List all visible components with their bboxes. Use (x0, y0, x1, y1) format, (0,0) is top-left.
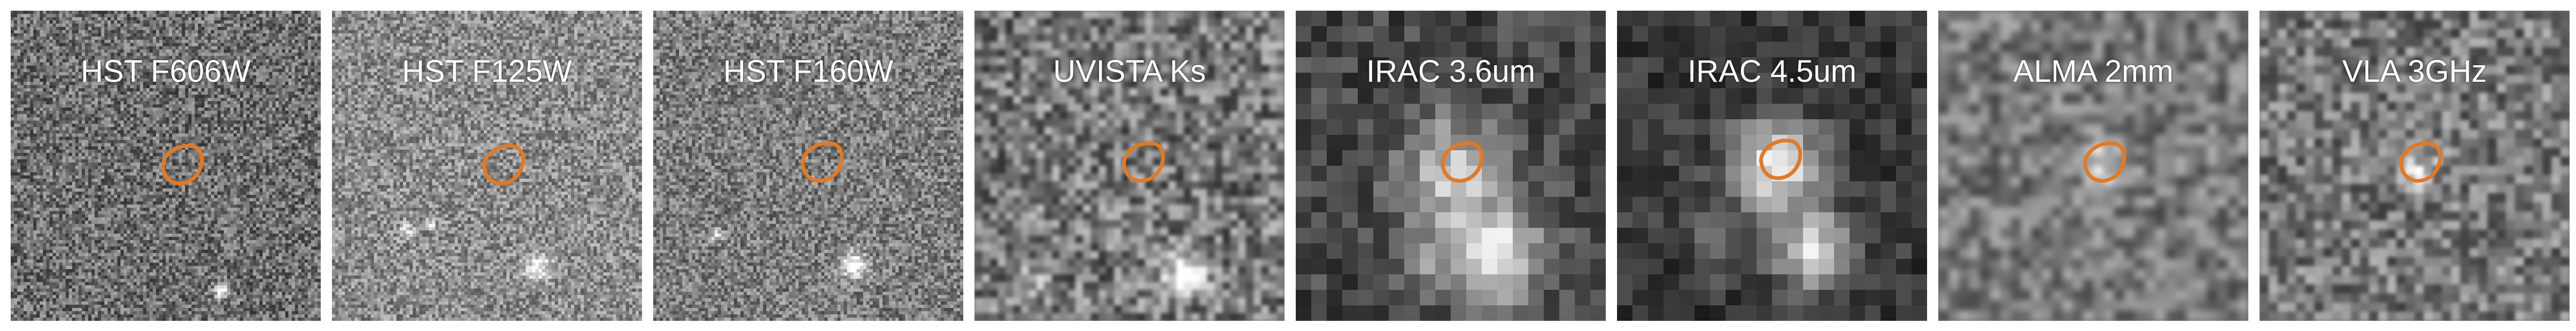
panel-label: IRAC 3.6um (1296, 53, 1606, 89)
panel-hst-f160w: HST F160W (653, 11, 963, 321)
source-contour (1122, 141, 1165, 183)
panel-irac-36: IRAC 3.6um (1296, 11, 1606, 321)
vla-3ghz-image (2260, 11, 2570, 321)
hst-f125w-image (332, 11, 642, 321)
irac-36-image (1296, 11, 1606, 321)
panel-label: ALMA 2mm (1938, 53, 2248, 89)
source-contour-overlay (1122, 141, 1165, 183)
hst-f606w-image (11, 11, 321, 321)
source-contour (482, 144, 525, 186)
source-contour-overlay (2399, 141, 2442, 183)
source-contour (161, 144, 204, 186)
panel-vla-3ghz: VLA 3GHz (2260, 11, 2570, 321)
alma-2mm-image (1938, 11, 2248, 321)
source-contour-overlay (2083, 141, 2126, 183)
uvista-ks-image (974, 11, 1285, 321)
source-contour (1441, 141, 1484, 183)
source-contour (2399, 141, 2442, 183)
source-contour-overlay (801, 141, 844, 183)
panel-label: HST F606W (11, 53, 321, 89)
hst-f160w-image (653, 11, 963, 321)
panel-label: HST F125W (332, 53, 642, 89)
panel-label: HST F160W (653, 53, 963, 89)
panel-label: IRAC 4.5um (1617, 53, 1927, 89)
panel-alma-2mm: ALMA 2mm (1938, 11, 2248, 321)
source-contour (801, 141, 844, 183)
panel-uvista-ks: UVISTA Ks (974, 11, 1285, 321)
source-contour-overlay (161, 144, 204, 186)
panel-label: VLA 3GHz (2260, 53, 2570, 89)
panel-hst-f606w: HST F606W (11, 11, 321, 321)
source-contour-overlay (482, 144, 525, 186)
source-contour (1759, 138, 1803, 180)
irac-45-image (1617, 11, 1927, 321)
source-contour-overlay (1441, 141, 1484, 183)
source-contour (2083, 141, 2126, 183)
panel-irac-45: IRAC 4.5um (1617, 11, 1927, 321)
panel-label: UVISTA Ks (974, 53, 1285, 89)
source-contour-overlay (1759, 138, 1803, 180)
panel-hst-f125w: HST F125W (332, 11, 642, 321)
